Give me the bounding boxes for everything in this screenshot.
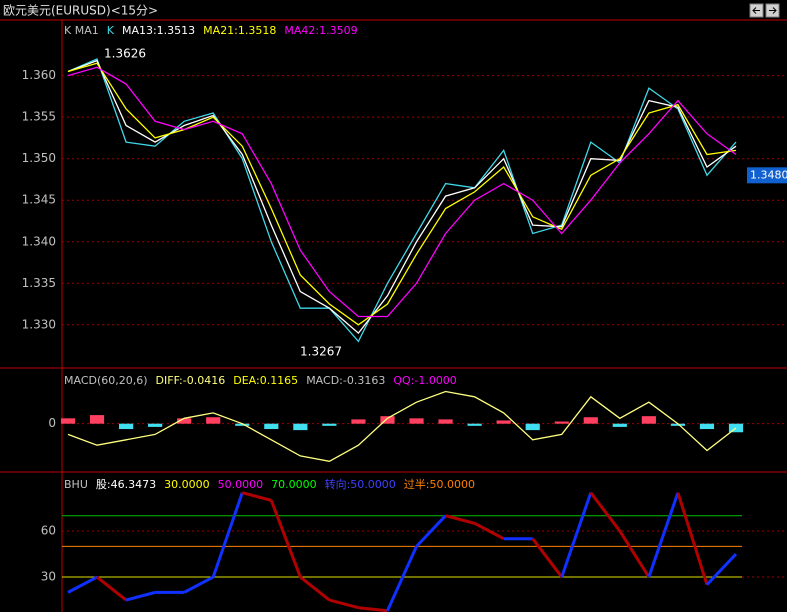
- series-line: [67, 390, 737, 462]
- indicator-segment: [67, 575, 98, 594]
- legend-text: K: [107, 24, 115, 37]
- macd-bar: [467, 423, 482, 426]
- legend-text: BHU: [64, 478, 88, 491]
- indicator-segment: [473, 522, 505, 541]
- y-tick-label: 1.340: [22, 234, 56, 248]
- price-annotation: 1.3626: [104, 47, 146, 61]
- y-tick-label: 0: [48, 416, 56, 430]
- macd-bar: [438, 419, 453, 424]
- y-tick-label: 1.360: [22, 68, 56, 82]
- legend-text: QQ:-1.0000: [393, 374, 456, 387]
- y-tick-label: 1.350: [22, 151, 56, 165]
- macd-bar: [293, 423, 308, 431]
- macd-bar: [89, 415, 105, 424]
- macd-bar: [728, 423, 744, 433]
- indicator-segment: [647, 492, 680, 578]
- indicator-segment: [415, 514, 447, 548]
- macd-bar: [525, 423, 540, 431]
- legend-text: DIFF:-0.0416: [156, 374, 226, 387]
- macd-bar: [235, 423, 250, 426]
- indicator-segment: [705, 553, 738, 586]
- macd-bar: [206, 417, 221, 424]
- last-price-box: [747, 167, 787, 184]
- button-icons: [752, 7, 777, 14]
- y-tick-label: 30: [41, 570, 56, 584]
- macd-bar: [496, 420, 511, 424]
- price-annotation: 1.3267: [300, 345, 342, 359]
- macd-bar: [60, 418, 76, 424]
- legend-text: 50.0000: [218, 478, 264, 491]
- legend-text: MACD:-0.3163: [306, 374, 385, 387]
- legend-text: 股:46.3473: [96, 478, 156, 491]
- macd-bar: [177, 418, 192, 424]
- indicator-segment: [386, 545, 418, 612]
- indicator-segment: [211, 492, 244, 578]
- legend-text: 过半:50.0000: [404, 477, 475, 491]
- indicator-segment: [531, 537, 563, 578]
- legend-text: MA21:1.3518: [203, 24, 276, 37]
- last-price-label: 1.3480: [750, 168, 787, 181]
- indicator-segment: [560, 492, 593, 578]
- indicator-segment: [183, 575, 214, 594]
- indicator-segment: [96, 575, 128, 602]
- indicator-segment: [125, 590, 156, 602]
- macd-bar: [554, 421, 569, 424]
- indicator-segment: [676, 492, 709, 586]
- legend-text: 70.0000: [271, 478, 317, 491]
- macd-bar: [409, 418, 424, 424]
- indicator-segment: [329, 598, 359, 610]
- indicator-segment: [589, 491, 622, 532]
- legend-text: DEA:0.1165: [233, 374, 298, 387]
- series-line: [67, 66, 737, 318]
- macd-bar: [119, 423, 134, 430]
- macd-bar: [148, 423, 163, 427]
- y-tick-label: 1.355: [22, 110, 56, 124]
- legend-text: MA13:1.3513: [122, 24, 195, 37]
- macd-bar: [264, 423, 279, 430]
- indicator-segment: [299, 575, 331, 602]
- legend-text: MACD(60,20,6): [64, 374, 148, 387]
- indicator-segment: [358, 606, 388, 612]
- macd-bar: [583, 417, 598, 424]
- macd-bar: [380, 416, 395, 424]
- window-title: 欧元美元(EURUSD)<15分>: [3, 4, 158, 18]
- legend-text: 转向:50.0000: [325, 477, 396, 491]
- series-line: [67, 62, 737, 326]
- y-tick-label: 60: [41, 524, 56, 538]
- legend-text: K MA1: [64, 24, 99, 37]
- indicator-segment: [269, 499, 302, 578]
- indicator-segment: [618, 530, 651, 578]
- macd-bar: [351, 419, 366, 424]
- macd-bar: [612, 423, 627, 427]
- macd-bar: [670, 423, 685, 426]
- macd-bar: [699, 423, 715, 430]
- macd-bar: [322, 423, 337, 426]
- macd-bar: [641, 416, 656, 424]
- indicator-segment: [241, 491, 272, 502]
- y-tick-label: 1.335: [22, 276, 56, 290]
- indicator-segment: [445, 514, 475, 525]
- legend-text: 30.0000: [164, 478, 210, 491]
- legend-text: MA42:1.3509: [284, 24, 357, 37]
- y-tick-label: 1.345: [22, 193, 56, 207]
- y-tick-label: 1.330: [22, 317, 56, 331]
